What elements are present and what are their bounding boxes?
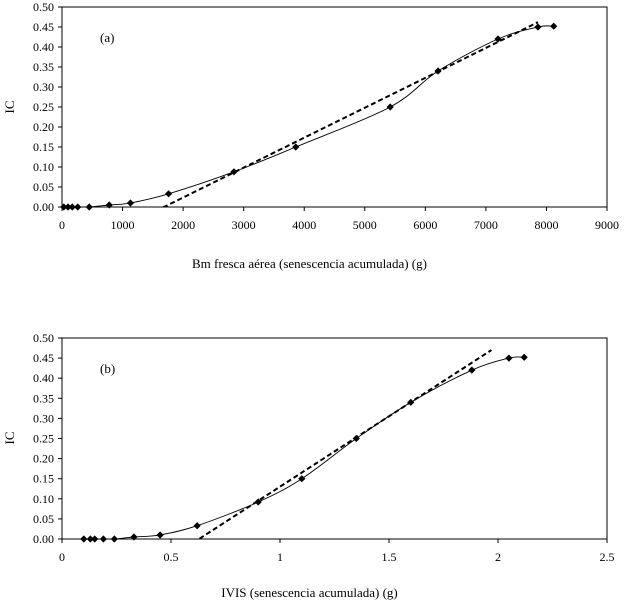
panel-label: (b): [100, 361, 115, 376]
y-tick-label: 0.40: [33, 371, 54, 385]
data-point-marker: [86, 535, 94, 543]
x-tick-label: 1.5: [382, 550, 397, 564]
y-tick-label: 0.50: [33, 0, 54, 14]
y-tick-label: 0.45: [33, 20, 54, 34]
y-tick-label: 0.35: [33, 391, 54, 405]
chart-panel-b: 0.00 0.05 0.10 0.15 0.20 0.25 0.30 0.35 0.40 0.45…: [2, 331, 615, 600]
data-point-marker: [156, 531, 164, 539]
x-tick-label: 2.5: [600, 550, 615, 564]
data-point-marker: [105, 201, 113, 209]
data-point-marker: [292, 143, 300, 151]
data-point-marker: [230, 168, 238, 176]
data-point-marker: [505, 354, 513, 362]
plot-content: [83, 349, 525, 539]
data-point-marker: [74, 203, 82, 211]
data-point-marker: [254, 498, 262, 506]
x-axis-label: Bm fresca aérea (senescencia acumulada) …: [192, 256, 427, 271]
trend-line-dashed: [161, 21, 539, 207]
x-tick-label: 5000: [353, 218, 377, 232]
data-point-marker: [468, 366, 476, 374]
data-point-marker: [164, 190, 173, 198]
data-point-marker: [520, 353, 528, 361]
y-tick-label: 0.15: [33, 472, 54, 486]
x-tick-label: 4000: [292, 218, 316, 232]
data-point-marker: [494, 35, 502, 43]
x-tick-label: 0: [59, 550, 65, 564]
trend-line-dashed: [197, 349, 493, 539]
y-tick-label: 0.40: [33, 40, 54, 54]
data-point-marker: [550, 22, 558, 30]
data-point-marker: [386, 103, 394, 111]
x-tick-label: 1000: [111, 218, 135, 232]
y-tick-label: 0.20: [33, 120, 54, 134]
x-tick-label: 8000: [534, 218, 558, 232]
data-point-marker: [126, 199, 135, 207]
data-point-marker: [193, 522, 201, 530]
x-axis-label: IVIS (senescencia acumulada) (g): [221, 585, 398, 600]
data-point-marker: [298, 475, 306, 483]
y-tick-label: 0.25: [33, 100, 54, 114]
y-tick-label: 0.50: [33, 331, 54, 345]
series-line: [83, 356, 525, 539]
y-tick-label: 0.30: [33, 411, 54, 425]
y-tick-label: 0.25: [33, 432, 54, 446]
y-tick-label: 0.05: [33, 512, 54, 526]
x-tick-label: 0: [59, 218, 65, 232]
data-point-marker: [85, 203, 93, 211]
y-tick-label: 0.05: [33, 180, 54, 194]
x-tick-label: 3000: [232, 218, 256, 232]
plot-area-frame: [61, 337, 608, 540]
data-point-marker: [80, 535, 88, 543]
data-point-marker: [352, 434, 360, 443]
data-point-marker: [91, 535, 99, 543]
x-tick-label: 6000: [413, 218, 437, 232]
data-point-marker: [110, 535, 118, 543]
plot-content: [63, 21, 554, 207]
y-tick-label: 0.00: [33, 200, 54, 214]
y-axis-label: IC: [2, 101, 17, 114]
y-tick-label: 0.35: [33, 60, 54, 74]
y-tick-label: 0.00: [33, 532, 54, 546]
data-point-marker: [68, 203, 76, 211]
data-point-marker: [99, 535, 108, 543]
y-tick-label: 0.30: [33, 80, 54, 94]
panel-label: (a): [100, 30, 114, 45]
x-tick-label: 1: [277, 550, 283, 564]
y-tick-label: 0.10: [33, 492, 54, 506]
y-tick-label: 0.45: [33, 351, 54, 365]
data-point-marker: [130, 533, 138, 541]
y-tick-label: 0.20: [33, 452, 54, 466]
x-tick-label: 2000: [171, 218, 195, 232]
series-line: [63, 25, 554, 207]
plot-area-frame: [61, 6, 608, 208]
data-point-marker: [534, 23, 542, 31]
data-point-marker: [60, 203, 68, 211]
x-tick-label: 7000: [474, 218, 498, 232]
y-tick-label: 0.15: [33, 140, 54, 154]
chart-panel-a: 0.00 0.05 0.10 0.15 0.20 0.25 0.30 0.35 0.40 0.45…: [2, 0, 619, 271]
x-tick-label: 2: [495, 550, 501, 564]
x-tick-label: 9000: [595, 218, 619, 232]
x-tick-label: 0.5: [164, 550, 179, 564]
y-axis-label: IC: [2, 432, 17, 445]
data-point-marker: [407, 398, 415, 406]
y-tick-label: 0.10: [33, 160, 54, 174]
data-point-marker: [64, 203, 72, 211]
data-point-marker: [434, 67, 442, 75]
